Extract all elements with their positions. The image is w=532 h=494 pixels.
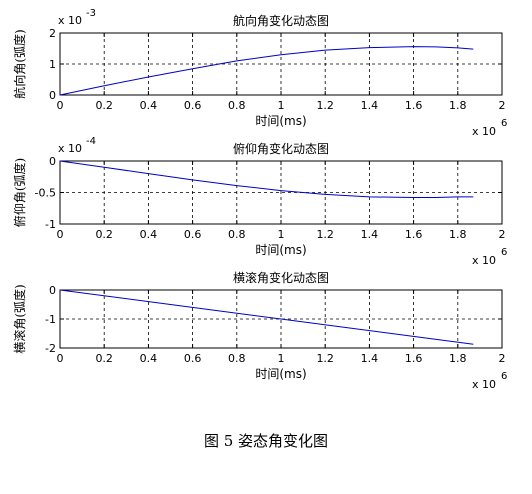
panel1-x-multiplier: x 10 bbox=[472, 125, 496, 138]
panel2-x-tick-label: 2 bbox=[499, 228, 506, 241]
panel2-title: 俯仰角变化动态图 bbox=[233, 141, 329, 156]
panel3-x-tick-label: 0.8 bbox=[228, 352, 246, 365]
panel2-x-tick-label: 1 bbox=[278, 228, 285, 241]
panel1-x-axis-label: 时间(ms) bbox=[255, 114, 306, 128]
figure-caption: 图 5 姿态角变化图 bbox=[203, 432, 329, 450]
panel1-x-tick-label: 1.6 bbox=[405, 99, 423, 112]
panel3-series-line bbox=[59, 289, 474, 345]
panel3-x-tick-label: 0.4 bbox=[140, 352, 158, 365]
panel1-x-tick-label: 1.2 bbox=[316, 99, 334, 112]
panel2-y-tick-label: -1 bbox=[45, 218, 56, 231]
panel2-x-tick-label: 0 bbox=[57, 228, 64, 241]
panel1-title: 航向角变化动态图 bbox=[233, 13, 329, 28]
panel2-x-multiplier-exp: 6 bbox=[501, 247, 507, 258]
panel1-x-tick-label: 1 bbox=[278, 99, 285, 112]
panel3-title: 横滚角变化动态图 bbox=[233, 270, 329, 285]
panel2-x-multiplier: x 10 bbox=[472, 254, 496, 267]
panel3-x-tick-label: 1 bbox=[278, 352, 285, 365]
panel2-x-tick-label: 0.4 bbox=[140, 228, 158, 241]
panel2-x-axis-label: 时间(ms) bbox=[255, 243, 306, 257]
panel3-x-tick-label: 1.4 bbox=[361, 352, 379, 365]
panel1-y-tick-label: 2 bbox=[49, 27, 56, 40]
panel1-x-tick-label: 0.2 bbox=[95, 99, 113, 112]
panel2-x-tick-label: 1.8 bbox=[449, 228, 467, 241]
panel1-y-multiplier: x 10 bbox=[58, 14, 82, 27]
panel3-y-tick-label: -1 bbox=[45, 313, 56, 326]
panel2-series-line bbox=[59, 160, 474, 198]
panel2-y-multiplier: x 10 bbox=[58, 142, 82, 155]
panel1-x-tick-label: 0.8 bbox=[228, 99, 246, 112]
panel2-y-tick-label: -0.5 bbox=[35, 187, 56, 200]
panel1-x-tick-label: 0.6 bbox=[184, 99, 202, 112]
panel1-y-axis-label: 航向角(弧度) bbox=[12, 29, 27, 98]
panel1-x-tick-label: 1.8 bbox=[449, 99, 467, 112]
panel3-y-tick-label: -2 bbox=[45, 342, 56, 355]
panel3-y-axis-label: 横滚角(弧度) bbox=[12, 284, 27, 353]
panel3-x-tick-label: 1.6 bbox=[405, 352, 423, 365]
panel1-x-tick-label: 2 bbox=[499, 99, 506, 112]
panel2-x-tick-label: 0.6 bbox=[184, 228, 202, 241]
panel2-x-tick-label: 1.2 bbox=[316, 228, 334, 241]
panel3-x-tick-label: 0 bbox=[57, 352, 64, 365]
panel1-x-tick-label: 0.4 bbox=[140, 99, 158, 112]
panel2-x-tick-label: 1.4 bbox=[361, 228, 379, 241]
panel1-series-line bbox=[59, 46, 474, 96]
panel1-y-tick-label: 1 bbox=[49, 58, 56, 71]
panel3-x-tick-label: 1.2 bbox=[316, 352, 334, 365]
panel1-y-tick-label: 0 bbox=[49, 89, 56, 102]
panel3-x-tick-label: 1.8 bbox=[449, 352, 467, 365]
panel1-x-tick-label: 1.4 bbox=[361, 99, 379, 112]
panel3-x-tick-label: 0.2 bbox=[95, 352, 113, 365]
panel3-x-tick-label: 0.6 bbox=[184, 352, 202, 365]
panel3-x-axis-label: 时间(ms) bbox=[255, 367, 306, 381]
panel2-x-tick-label: 0.2 bbox=[95, 228, 113, 241]
panel2-x-tick-label: 1.6 bbox=[405, 228, 423, 241]
panel2-y-axis-label: 俯仰角(弧度) bbox=[12, 158, 27, 227]
panel3-x-multiplier-exp: 6 bbox=[501, 371, 507, 382]
panel3-x-tick-label: 2 bbox=[499, 352, 506, 365]
panel3-y-tick-label: 0 bbox=[49, 284, 56, 297]
panel1-x-multiplier-exp: 6 bbox=[501, 118, 507, 129]
panel1-x-tick-label: 0 bbox=[57, 99, 64, 112]
panel3-x-multiplier: x 10 bbox=[472, 378, 496, 391]
panel2-y-multiplier-exp: -4 bbox=[86, 136, 96, 147]
panel2-y-tick-label: 0 bbox=[49, 155, 56, 168]
panel1-y-multiplier-exp: -3 bbox=[86, 8, 96, 19]
panel2-x-tick-label: 0.8 bbox=[228, 228, 246, 241]
